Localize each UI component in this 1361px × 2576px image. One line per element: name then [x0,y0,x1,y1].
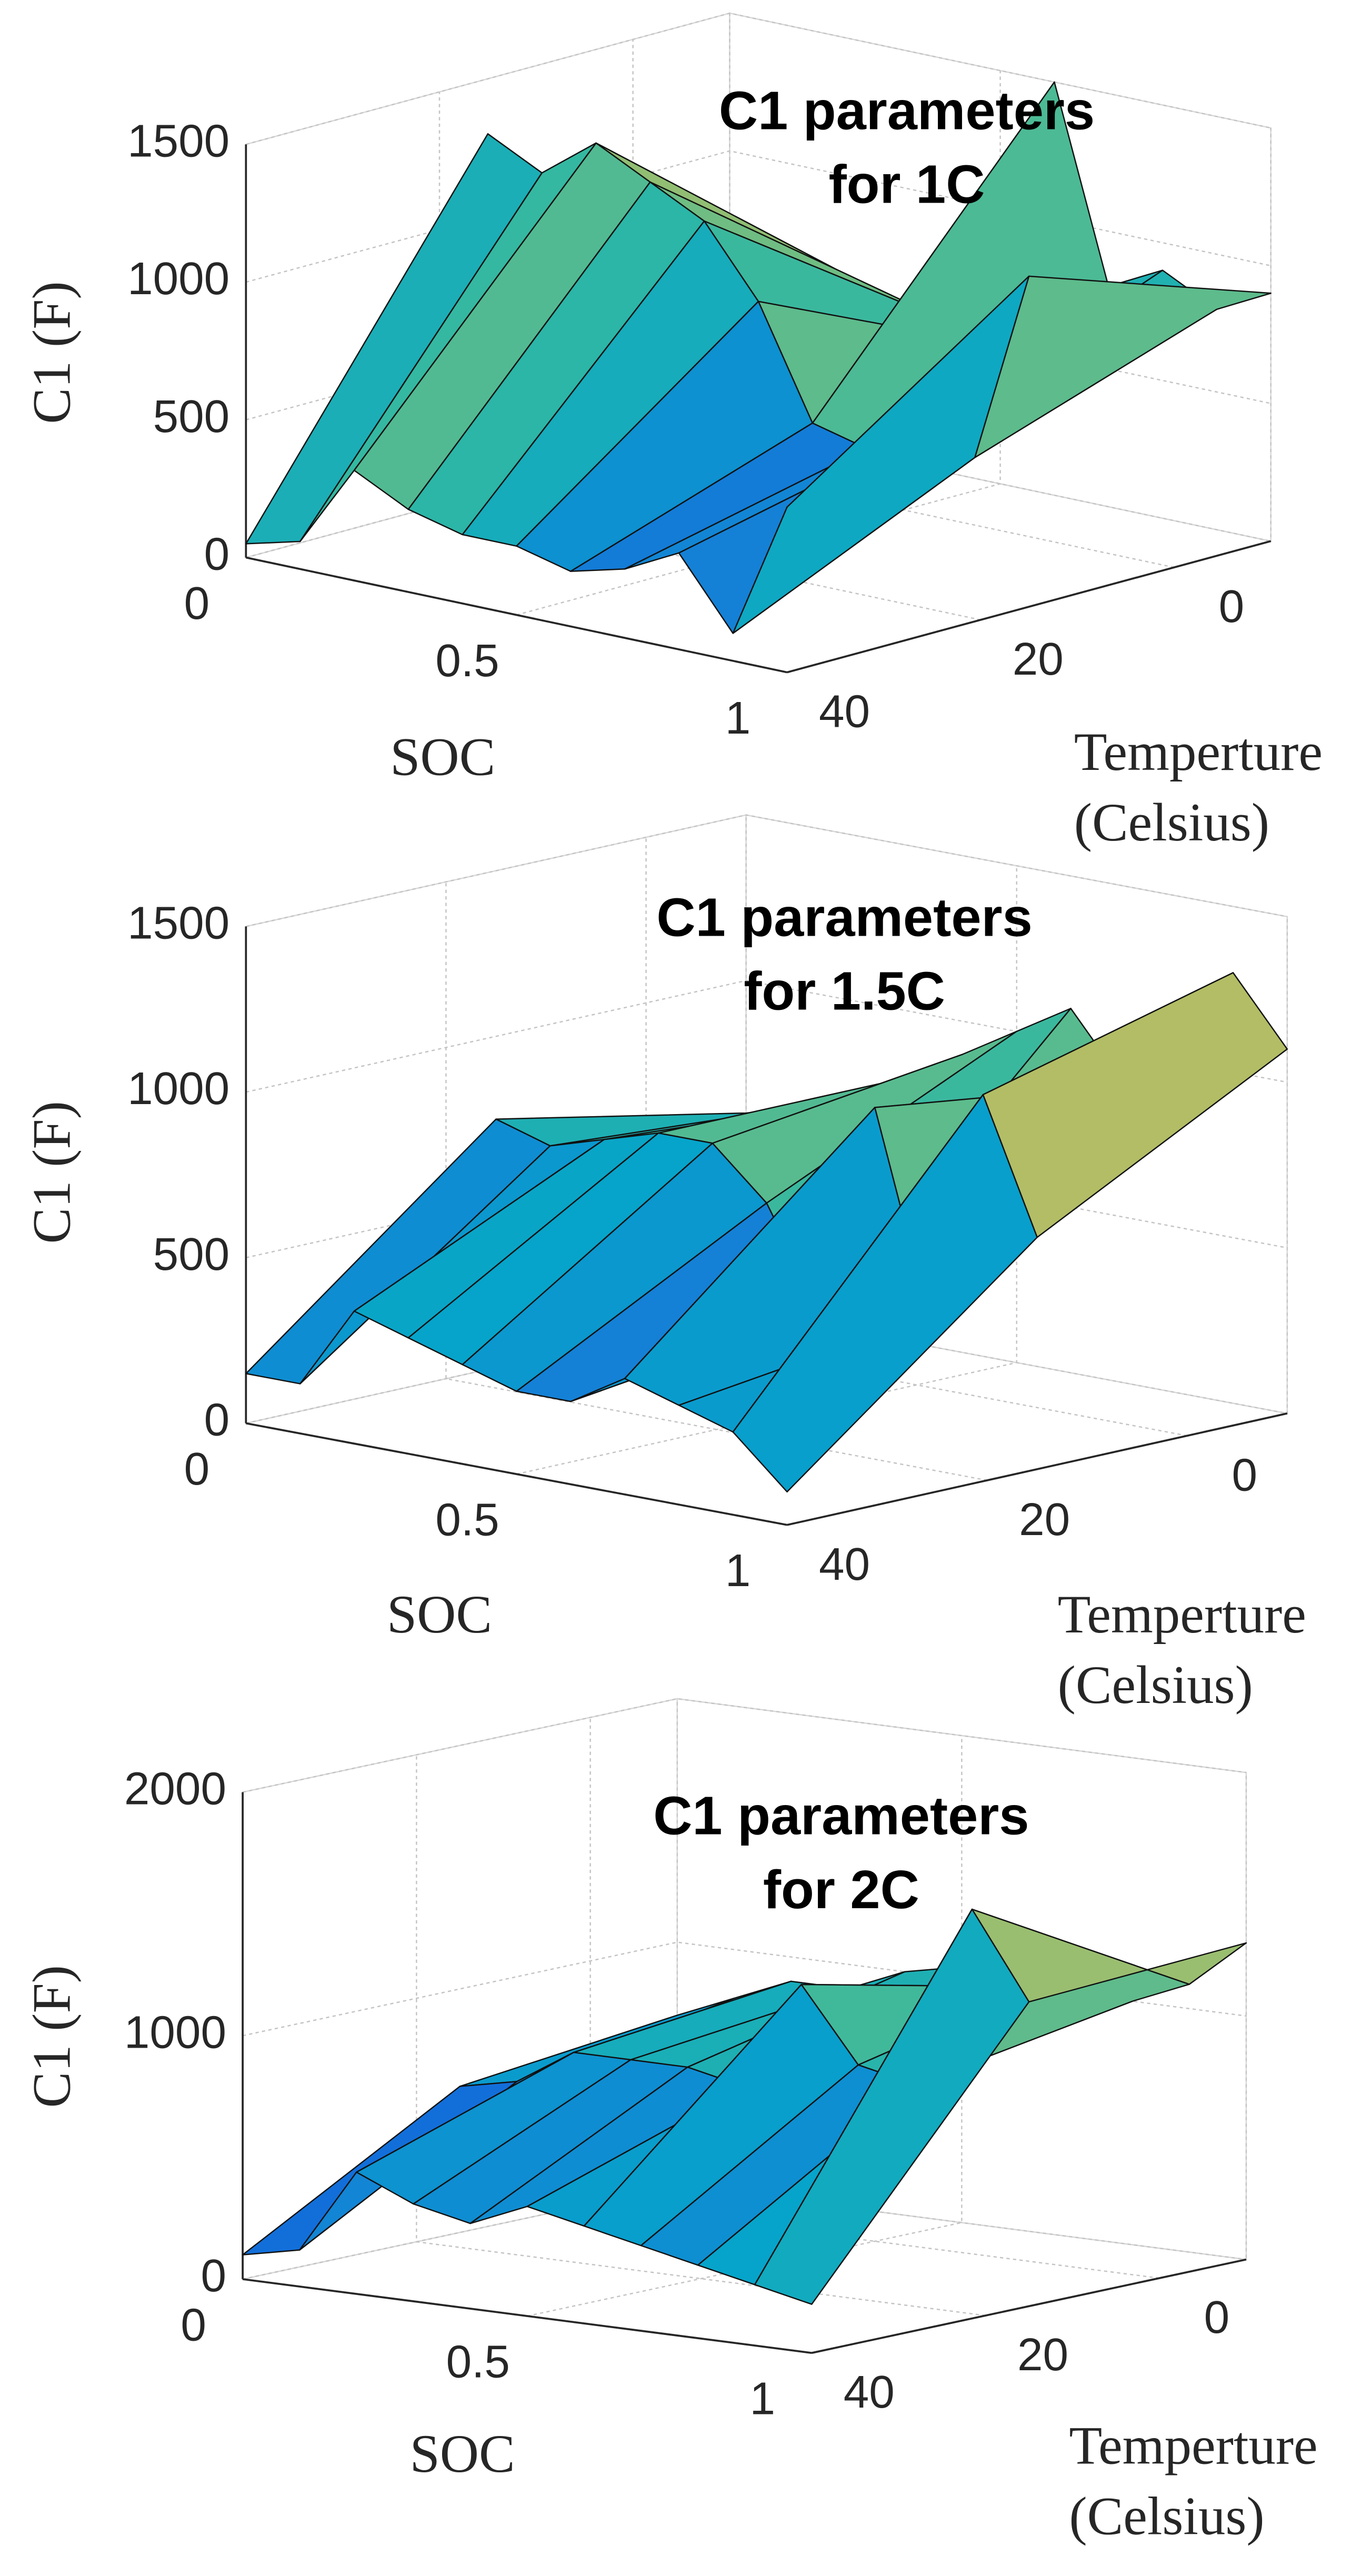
x-axis [246,1422,787,1526]
x-tick-label: 0.5 [435,635,499,686]
z-tick-label: 2000 [124,1763,226,1815]
y-axis [787,540,1272,674]
z-tick-label: 0 [204,1395,230,1446]
grid-line [246,814,1288,927]
x-axis-label: SOC [387,1585,492,1645]
x-tick-label: 0 [184,1444,210,1495]
x-tick-label: 0.5 [435,1495,499,1546]
chart-title: C1 parameters [653,1786,1029,1846]
x-axis [245,556,787,674]
y-tick-label: 0 [1232,1449,1258,1500]
x-axis-label: SOC [410,2424,515,2484]
chart-title: C1 parameters [656,887,1032,947]
grid-line [445,881,987,1481]
z-tick-label: 0 [201,2250,226,2301]
x-tick-label: 1 [725,693,751,744]
x-tick-label: 0.5 [446,2337,510,2388]
x-axis-label: SOC [390,727,495,787]
y-axis-label: (Celsius) [1069,2487,1264,2547]
x-tick-label: 0 [181,2299,206,2350]
z-tick-label: 1000 [127,253,229,304]
y-axis-label: (Celsius) [1058,1655,1253,1715]
grid-line [242,1698,678,2280]
grid-line [527,1736,963,2317]
y-tick-label: 0 [1204,2292,1230,2343]
chart-title: for 1.5C [744,961,945,1021]
z-tick-label: 500 [153,1229,230,1280]
z-tick-label: 500 [153,391,230,442]
y-tick-label: 20 [1013,634,1064,685]
z-tick-label: 1000 [124,2007,226,2058]
z-tick-label: 1500 [127,115,229,166]
grid-line [811,1772,1247,2354]
z-axis-label: C1 (F) [22,281,82,424]
grid-line [645,837,1187,1437]
grid-line [242,2185,1247,2280]
surface-patch [754,1908,1030,2305]
z-tick-label: 0 [204,529,230,580]
x-tick-label: 0 [184,578,210,629]
chart-title: for 1C [828,154,985,215]
z-tick-label: 1000 [127,1063,229,1114]
grid-line [516,866,1017,1475]
y-axis-label: Temperture [1069,2416,1317,2476]
surface-patch [732,1094,1038,1493]
y-tick-label: 40 [819,1539,870,1590]
x-tick-label: 1 [750,2373,776,2424]
y-axis-label: (Celsius) [1074,793,1269,853]
x-axis [242,2278,812,2354]
x-tick-label: 1 [725,1545,751,1596]
chart-title: C1 parameters [719,80,1095,141]
y-tick-label: 40 [819,686,870,737]
chart-title: for 2C [763,1859,919,1920]
grid-line [242,1698,1247,1793]
y-axis [787,1412,1288,1526]
y-axis [811,2258,1247,2354]
surface-patch [732,275,1030,634]
y-axis-label: Temperture [1058,1585,1306,1645]
y-axis-label: Temperture [1074,722,1323,782]
y-tick-label: 40 [844,2367,895,2418]
z-axis-label: C1 (F) [22,1965,82,2108]
z-tick-label: 1500 [127,898,229,949]
y-tick-label: 20 [1017,2329,1068,2380]
y-tick-label: 0 [1219,581,1245,632]
z-axis-label: C1 (F) [22,1101,82,1244]
y-tick-label: 20 [1019,1494,1070,1545]
